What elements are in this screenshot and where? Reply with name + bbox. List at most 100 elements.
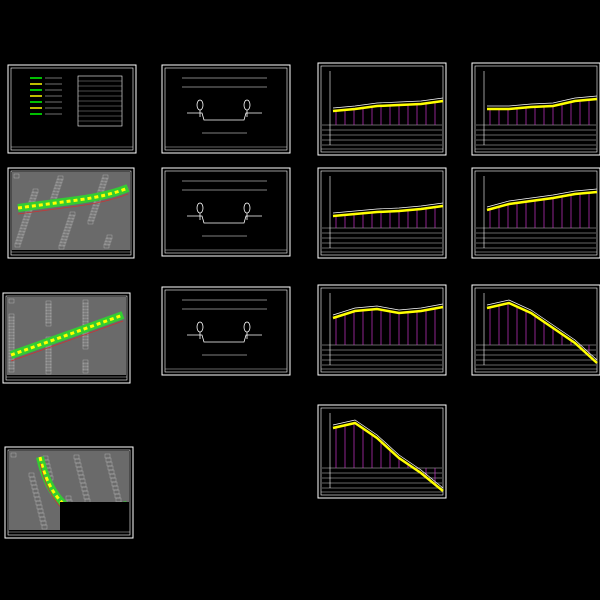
- building: [73, 454, 80, 460]
- sheet-inner-border: [7, 449, 131, 536]
- building: [61, 235, 68, 241]
- building: [13, 173, 20, 179]
- building: [45, 306, 52, 312]
- ground-line: [332, 97, 444, 109]
- building: [45, 318, 52, 324]
- building: [91, 207, 98, 213]
- drawing-sheet: [317, 167, 447, 259]
- building: [45, 303, 52, 309]
- building: [21, 221, 28, 227]
- drawing-sheet: [7, 64, 137, 154]
- building: [29, 197, 36, 203]
- building: [8, 325, 15, 331]
- building: [45, 348, 52, 354]
- building: [52, 190, 59, 196]
- building: [82, 344, 89, 350]
- building: [31, 191, 38, 197]
- building: [89, 213, 96, 219]
- building: [55, 181, 62, 187]
- drawing-sheet: [471, 284, 600, 376]
- building: [8, 328, 15, 334]
- building: [82, 368, 89, 374]
- building: [62, 232, 69, 238]
- building: [82, 338, 89, 344]
- sheet-inner-border: [474, 65, 598, 153]
- building: [8, 322, 15, 328]
- building: [60, 238, 67, 244]
- building: [93, 201, 100, 207]
- building: [98, 186, 105, 192]
- building: [69, 211, 76, 217]
- building: [18, 230, 25, 236]
- sheet-border: [7, 64, 137, 154]
- building: [16, 236, 23, 242]
- building: [45, 321, 52, 327]
- building: [45, 351, 52, 357]
- building: [45, 366, 52, 372]
- sheet-inner-border: [164, 170, 288, 254]
- building: [30, 194, 37, 200]
- building: [17, 233, 24, 239]
- building: [82, 299, 89, 305]
- building: [8, 337, 15, 343]
- building: [8, 316, 15, 322]
- design-line: [332, 99, 444, 113]
- road-yellow: [10, 313, 124, 357]
- building: [14, 242, 21, 248]
- drawing-sheet: [471, 167, 600, 259]
- sheet-border: [471, 284, 600, 376]
- building: [58, 244, 65, 250]
- building: [82, 302, 89, 308]
- building: [28, 472, 35, 478]
- sheet-border: [161, 286, 291, 376]
- building: [45, 312, 52, 318]
- sheet-border: [2, 292, 131, 384]
- sheet-border: [317, 404, 447, 499]
- building: [45, 357, 52, 363]
- building: [67, 217, 74, 223]
- building: [45, 309, 52, 315]
- building: [103, 243, 110, 249]
- design-line: [487, 97, 598, 111]
- road-red-edge: [10, 320, 124, 362]
- ground-line: [486, 188, 598, 208]
- building: [56, 178, 63, 184]
- building: [59, 241, 66, 247]
- building: [82, 341, 89, 347]
- map-blank: [60, 502, 129, 530]
- sheet-border: [7, 167, 135, 259]
- building: [8, 319, 15, 325]
- building: [104, 240, 111, 246]
- building: [19, 227, 26, 233]
- road-section: [187, 112, 262, 121]
- building: [45, 354, 52, 360]
- drawing-sheet: [4, 446, 134, 539]
- building: [104, 453, 111, 459]
- sheet-inner-border: [164, 67, 288, 151]
- building: [66, 220, 73, 226]
- building: [8, 364, 15, 370]
- building: [82, 335, 89, 341]
- design-line: [332, 305, 444, 320]
- sheet-inner-border: [10, 67, 134, 151]
- building: [45, 300, 52, 306]
- building: [82, 359, 89, 365]
- road-yellow: [17, 186, 129, 210]
- road-section: [187, 215, 262, 224]
- building: [87, 219, 94, 225]
- sheet-inner-border: [320, 287, 444, 373]
- ground-line: [332, 419, 444, 489]
- design-line: [486, 301, 598, 364]
- sheet-inner-border: [320, 170, 444, 256]
- sheet-border: [161, 64, 291, 154]
- ground-line: [332, 202, 444, 214]
- building: [8, 313, 15, 319]
- sheet-inner-border: [10, 170, 132, 256]
- building: [8, 361, 15, 367]
- sheet-border: [161, 167, 291, 257]
- sheet-border: [4, 446, 134, 539]
- building: [82, 365, 89, 371]
- building: [8, 340, 15, 346]
- sheet-border: [317, 284, 447, 376]
- ground-line: [486, 299, 598, 361]
